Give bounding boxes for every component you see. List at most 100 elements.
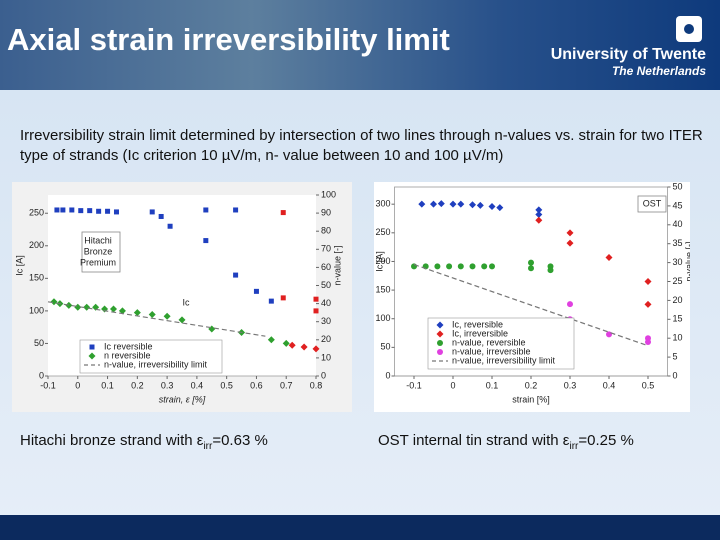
marker [457,263,464,270]
marker [449,200,457,208]
annotation: Bronze [84,246,113,256]
marker [280,295,286,301]
y2-tick-label: 45 [673,200,683,210]
x-tick-label: 0.7 [280,380,293,390]
marker [113,209,119,215]
description: Irreversibility strain limit determined … [20,127,703,164]
legend-marker [437,340,443,346]
chart: -0.1 0 0.1 0.2 0.3 0.4 0.5 0 50 100 150 200 250 300 0 5… [374,182,690,412]
x-tick-label: 0 [75,380,80,390]
marker [300,343,308,351]
y2-tick-label: 90 [321,207,331,217]
y2-tick-label: 15 [673,314,683,324]
marker [163,312,171,320]
marker [83,303,91,311]
y2-tick-label: 10 [673,333,683,343]
y2-tick-label: 5 [673,351,678,361]
y-tick-label: 200 [375,256,390,266]
marker [149,209,155,215]
limit-line [47,301,266,337]
marker [158,213,164,219]
x-tick-label: 0 [450,380,455,390]
marker [312,345,320,353]
legend-box [79,339,223,374]
marker [282,339,290,347]
marker [233,272,239,278]
x-axis-label: strain [%] [512,394,550,404]
marker [437,200,445,208]
caption-text: OST internal tin strand with ε [378,432,570,449]
marker [411,263,417,270]
marker [434,263,441,270]
marker [50,298,58,306]
legend-label: Ic, reversible [452,319,503,329]
legend-label: n-value, irreversible [452,346,531,356]
y-tick-label: 50 [380,342,390,352]
marker [313,308,319,314]
y2-tick-label: 50 [673,182,683,191]
x-tick-label: 0.3 [564,380,577,390]
y-tick-label: 300 [375,199,390,209]
marker [496,204,504,212]
y-tick-label: 0 [39,370,44,380]
marker [280,210,286,216]
legend-label: n reversible [104,350,151,360]
legend-label: n-value, irreversibility limit [104,359,208,369]
marker [488,202,496,210]
y-tick-label: 100 [29,305,44,315]
y2-tick-label: 0 [673,370,678,380]
marker [288,341,296,349]
y-axis-label: Ic [A] [374,251,384,272]
caption: Hitachi bronze strand with εirr=0.63 % [20,432,268,452]
y-tick-label: 250 [29,208,44,218]
marker [203,207,209,213]
slide-title: Axial strain irreversibility limit [7,22,450,57]
marker [105,208,111,214]
caption: OST internal tin strand with εirr=0.25 % [378,432,634,452]
footer-bar [0,515,720,540]
caption-text: Hitachi bronze strand with ε [20,432,204,449]
marker [253,288,259,294]
marker [268,298,274,304]
marker [469,263,476,270]
marker [178,316,186,324]
marker [645,338,651,345]
y2-tick-label: 25 [673,276,683,286]
logo-icon [676,16,702,42]
marker [535,216,543,224]
x-axis-label: strain, ε [%] [159,394,206,404]
annotation: Premium [80,257,116,267]
y2-tick-label: 50 [321,280,331,290]
x-tick-label: 0.6 [250,380,263,390]
marker [167,223,173,229]
y2-tick-label: 80 [321,226,331,236]
x-tick-label: 0.3 [161,380,174,390]
legend-box [427,317,575,370]
annotation-box [81,231,121,273]
legend-label: Ic reversible [104,341,153,351]
x-tick-label: 0.4 [191,380,204,390]
marker [74,303,82,311]
y2-axis-label: n-value [-] [684,241,690,281]
marker [60,207,66,213]
legend-marker [436,321,444,329]
marker [605,253,613,261]
x-tick-label: 0.5 [220,380,233,390]
y2-tick-label: 20 [321,334,331,344]
y2-tick-label: 30 [673,257,683,267]
marker [78,208,84,214]
y2-tick-label: 70 [321,244,331,254]
marker [267,336,275,344]
header: Axial strain irreversibility limit Unive… [0,0,720,90]
marker [118,307,126,315]
y-tick-label: 100 [375,313,390,323]
x-tick-label: -0.1 [40,380,56,390]
legend-marker [88,352,96,360]
annotation-box [637,195,667,213]
marker [96,208,102,214]
marker [92,303,100,311]
x-tick-label: 0.5 [642,380,655,390]
marker [566,239,574,247]
annotation: Hitachi [84,235,112,245]
y-tick-label: 150 [375,284,390,294]
